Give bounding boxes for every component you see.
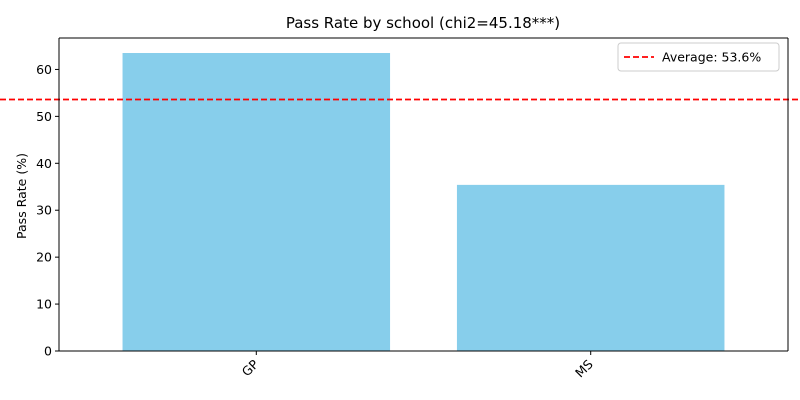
- bar-gp: [122, 53, 391, 352]
- y-tick-label: 0: [44, 344, 52, 359]
- x-tick-label: GP: [239, 356, 262, 379]
- y-tick-label: 20: [36, 250, 52, 265]
- bars-layer: [122, 53, 725, 352]
- y-tick-label: 30: [36, 203, 52, 218]
- legend-box: [617, 42, 780, 72]
- bar-ms: [456, 184, 725, 351]
- y-tick-label: 10: [36, 297, 52, 312]
- y-tick-label: 50: [36, 109, 52, 124]
- legend-label: Average: 53.6%: [662, 50, 761, 65]
- chart-title: Pass Rate by school (chi2=45.18***): [286, 14, 560, 32]
- y-tick-label: 40: [36, 156, 52, 171]
- plot-area: 0 10 20 30 40 50 60 GP MS: [0, 37, 800, 380]
- legend: Average: 53.6%: [617, 42, 780, 72]
- x-tick-label: MS: [572, 356, 596, 380]
- y-tick-label: 60: [36, 62, 52, 77]
- y-axis-label: Pass Rate (%): [14, 153, 29, 239]
